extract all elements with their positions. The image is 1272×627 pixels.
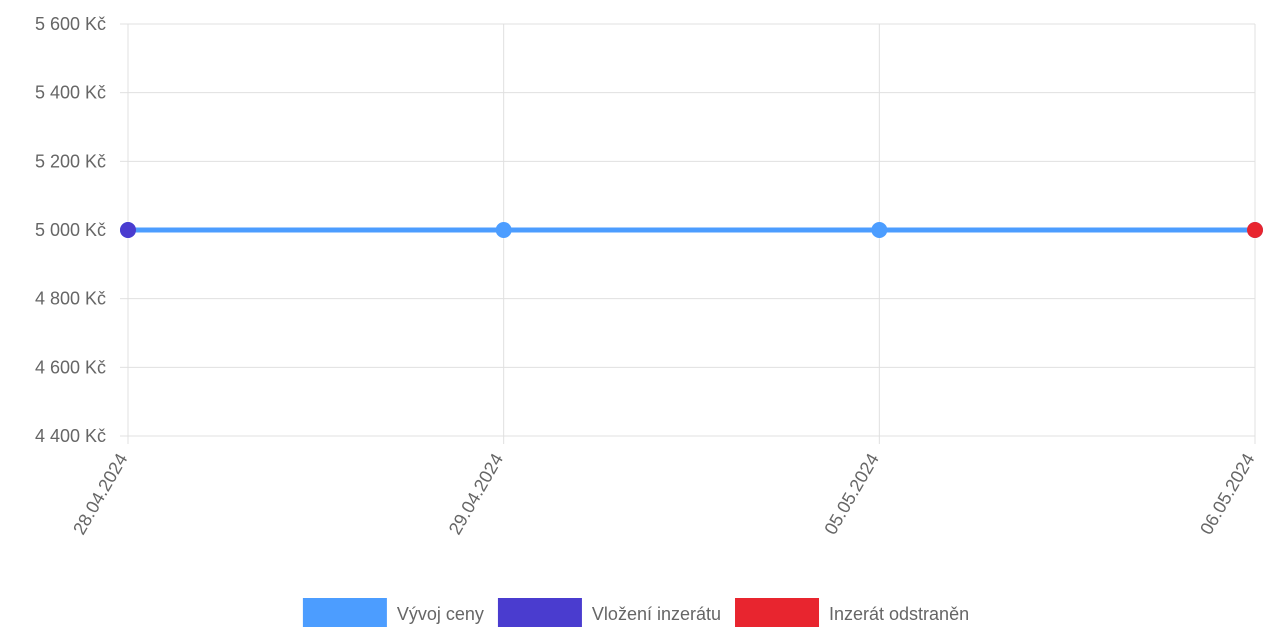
listing-removed-marker bbox=[1247, 222, 1263, 238]
y-tick-label: 5 200 Kč bbox=[35, 151, 106, 171]
data-point bbox=[495, 222, 512, 238]
markers-layer bbox=[120, 222, 1263, 238]
y-tick-label: 5 400 Kč bbox=[35, 83, 106, 103]
legend-label: Vložení inzerátu bbox=[592, 604, 721, 624]
x-tick-label: 05.05.2024 bbox=[820, 450, 882, 538]
legend-swatch bbox=[302, 598, 387, 627]
x-tick-label: 29.04.2024 bbox=[445, 450, 507, 538]
legend-swatch bbox=[497, 598, 582, 627]
y-tick-label: 4 600 Kč bbox=[35, 357, 106, 377]
grid bbox=[127, 23, 1256, 444]
legend-label: Vývoj ceny bbox=[397, 604, 484, 624]
y-tick-label: 4 800 Kč bbox=[35, 289, 106, 309]
series-layer bbox=[120, 222, 1263, 238]
legend-label: Inzerát odstraněn bbox=[829, 604, 969, 624]
listing-added-marker bbox=[120, 222, 136, 238]
y-tick-label: 5 600 Kč bbox=[35, 14, 106, 34]
legend: Vývoj ceny Vložení inzerátu Inzerát odstra… bbox=[302, 598, 969, 627]
x-tick-label: 06.05.2024 bbox=[1196, 450, 1258, 538]
legend-swatch bbox=[735, 598, 820, 627]
x-tick-label: 28.04.2024 bbox=[69, 450, 131, 538]
data-point bbox=[871, 222, 888, 238]
y-tick-label: 5 000 Kč bbox=[35, 220, 106, 240]
y-axis: 5 600 Kč 5 400 Kč 5 200 Kč 5 000 Kč 4 800 Kč… bbox=[35, 14, 128, 446]
y-tick-label: 4 400 Kč bbox=[35, 426, 106, 446]
x-axis: 28.04.2024 29.04.2024 05.05.2024 06.05.2024 bbox=[69, 450, 1258, 538]
